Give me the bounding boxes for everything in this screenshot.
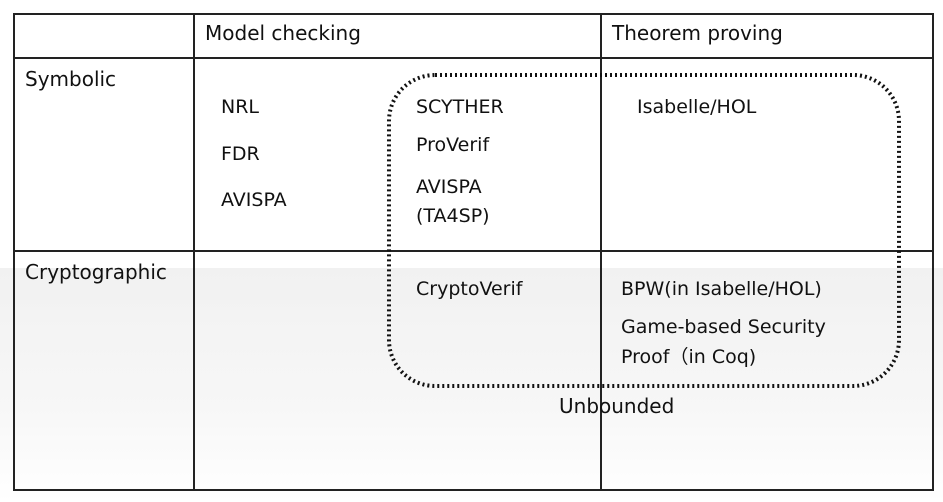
tool-label: CryptoVerif [416, 278, 523, 300]
symbolic-row-divider [13, 250, 934, 252]
background-band [0, 268, 943, 502]
table-border-right [932, 13, 934, 491]
tool-label: ProVerif [416, 134, 490, 156]
table-border-bottom [13, 489, 934, 491]
tool-label: Game-based Security [621, 316, 826, 338]
tool-label: NRL [221, 96, 259, 118]
row-label-symbolic: Symbolic [25, 67, 117, 91]
tool-label: SCYTHER [416, 96, 504, 118]
tool-label: AVISPA [416, 176, 482, 198]
table-border-top [13, 13, 934, 15]
tool-label: AVISPA [221, 189, 287, 211]
table-border-left [13, 13, 15, 491]
tool-label: BPW(in Isabelle/HOL) [621, 278, 822, 300]
tool-label: (TA4SP) [416, 205, 490, 227]
row-label-cryptographic: Cryptographic [25, 260, 167, 284]
method-column-divider [600, 13, 602, 491]
header-theorem-proving: Theorem proving [612, 21, 783, 45]
unbounded-label: Unbounded [559, 394, 675, 418]
tool-label: Proof（in Coq) [621, 346, 757, 368]
header-model-checking: Model checking [205, 21, 361, 45]
tool-label: FDR [221, 143, 260, 165]
row-header-divider [193, 13, 195, 491]
unbounded-boundary-outline [387, 73, 901, 388]
header-row-divider [13, 57, 934, 59]
tool-label: Isabelle/HOL [637, 96, 757, 118]
